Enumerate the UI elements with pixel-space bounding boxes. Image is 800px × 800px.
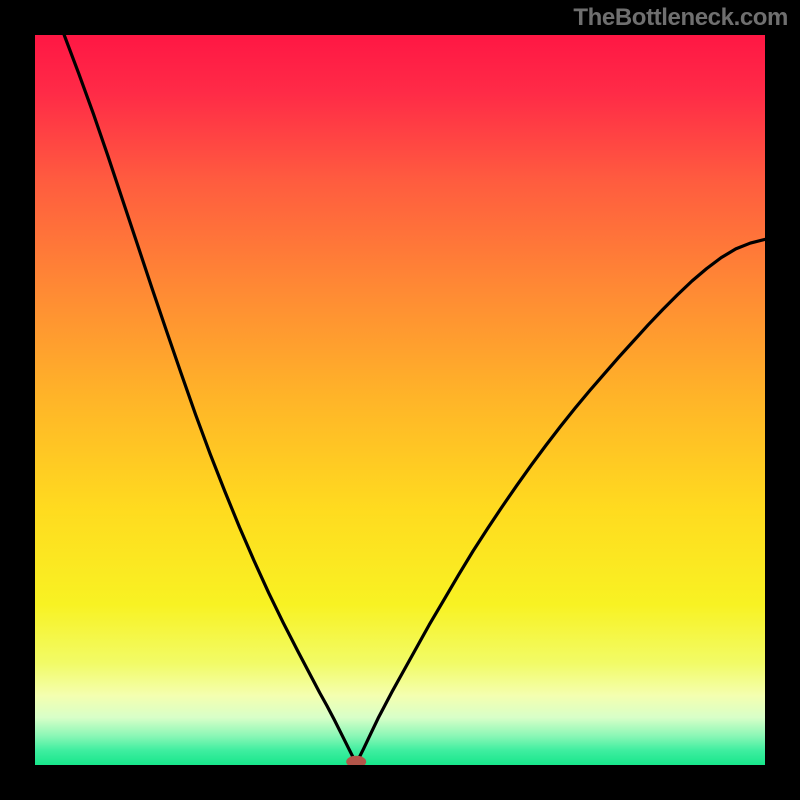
gradient-background [35, 35, 765, 765]
watermark-text: TheBottleneck.com [573, 4, 788, 32]
bottleneck-chart [0, 0, 800, 800]
